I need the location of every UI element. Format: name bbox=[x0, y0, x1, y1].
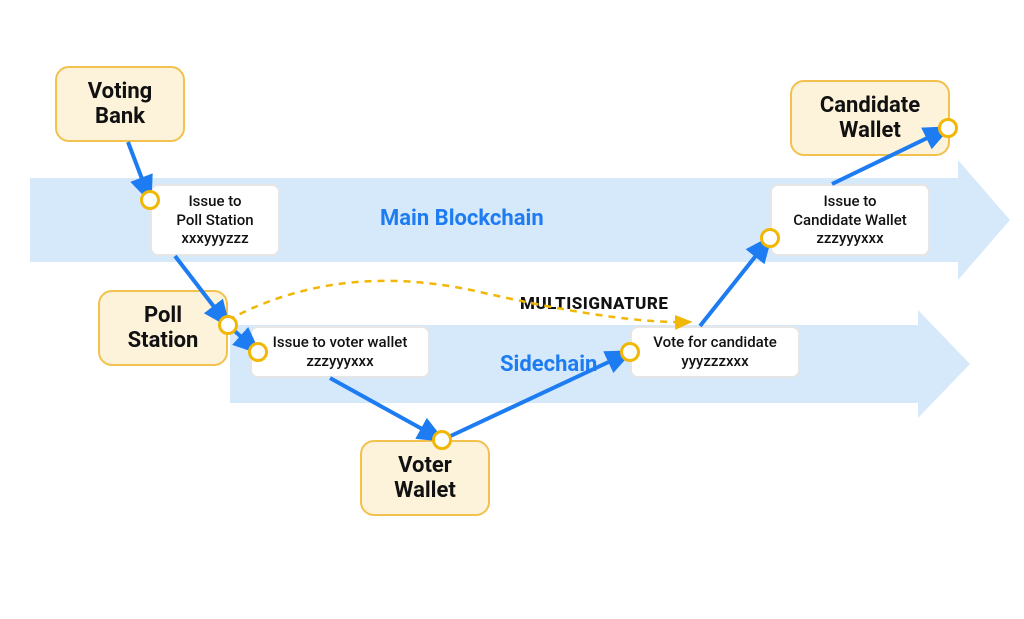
dot-voter bbox=[432, 430, 452, 450]
dot-poll bbox=[218, 315, 238, 335]
tx2-text: Issue to voter wallet zzzyyyxxx bbox=[273, 333, 408, 371]
voter-wallet-label: Voter Wallet bbox=[394, 453, 456, 504]
side-chain-label: Sidechain bbox=[500, 352, 597, 377]
node-candidate-wallet: Candidate Wallet bbox=[790, 80, 950, 156]
main-chain-label: Main Blockchain bbox=[380, 206, 544, 231]
tx-vote-candidate: Vote for candidate yyyzzzxxx bbox=[630, 326, 800, 378]
dot-tx3 bbox=[620, 342, 640, 362]
dot-tx2 bbox=[248, 342, 268, 362]
node-voting-bank: Voting Bank bbox=[55, 66, 185, 142]
edge-tx2-voterwallet bbox=[330, 378, 442, 440]
dot-tx1 bbox=[140, 190, 160, 210]
tx-issue-candidate-wallet: Issue to Candidate Wallet zzzyyyxxx bbox=[770, 184, 930, 256]
edge-tx3-tx4 bbox=[700, 238, 770, 326]
candidate-wallet-label: Candidate Wallet bbox=[820, 93, 920, 144]
tx1-text: Issue to Poll Station xxxyyyzzz bbox=[176, 192, 253, 248]
dot-tx4 bbox=[760, 228, 780, 248]
tx4-text: Issue to Candidate Wallet zzzyyyxxx bbox=[793, 192, 907, 248]
dot-candidate bbox=[938, 118, 958, 138]
tx3-text: Vote for candidate yyyzzzxxx bbox=[653, 333, 777, 371]
node-voter-wallet: Voter Wallet bbox=[360, 440, 490, 516]
multisignature-label: MULTISIGNATURE bbox=[520, 294, 668, 314]
diagram-stage: Main Blockchain Sidechain Issue to Poll … bbox=[0, 0, 1024, 619]
tx-issue-voter-wallet: Issue to voter wallet zzzyyyxxx bbox=[250, 326, 430, 378]
poll-station-label: Poll Station bbox=[128, 303, 199, 354]
node-poll-station: Poll Station bbox=[98, 290, 228, 366]
tx-issue-poll-station: Issue to Poll Station xxxyyyzzz bbox=[150, 184, 280, 256]
voting-bank-label: Voting Bank bbox=[88, 79, 152, 130]
